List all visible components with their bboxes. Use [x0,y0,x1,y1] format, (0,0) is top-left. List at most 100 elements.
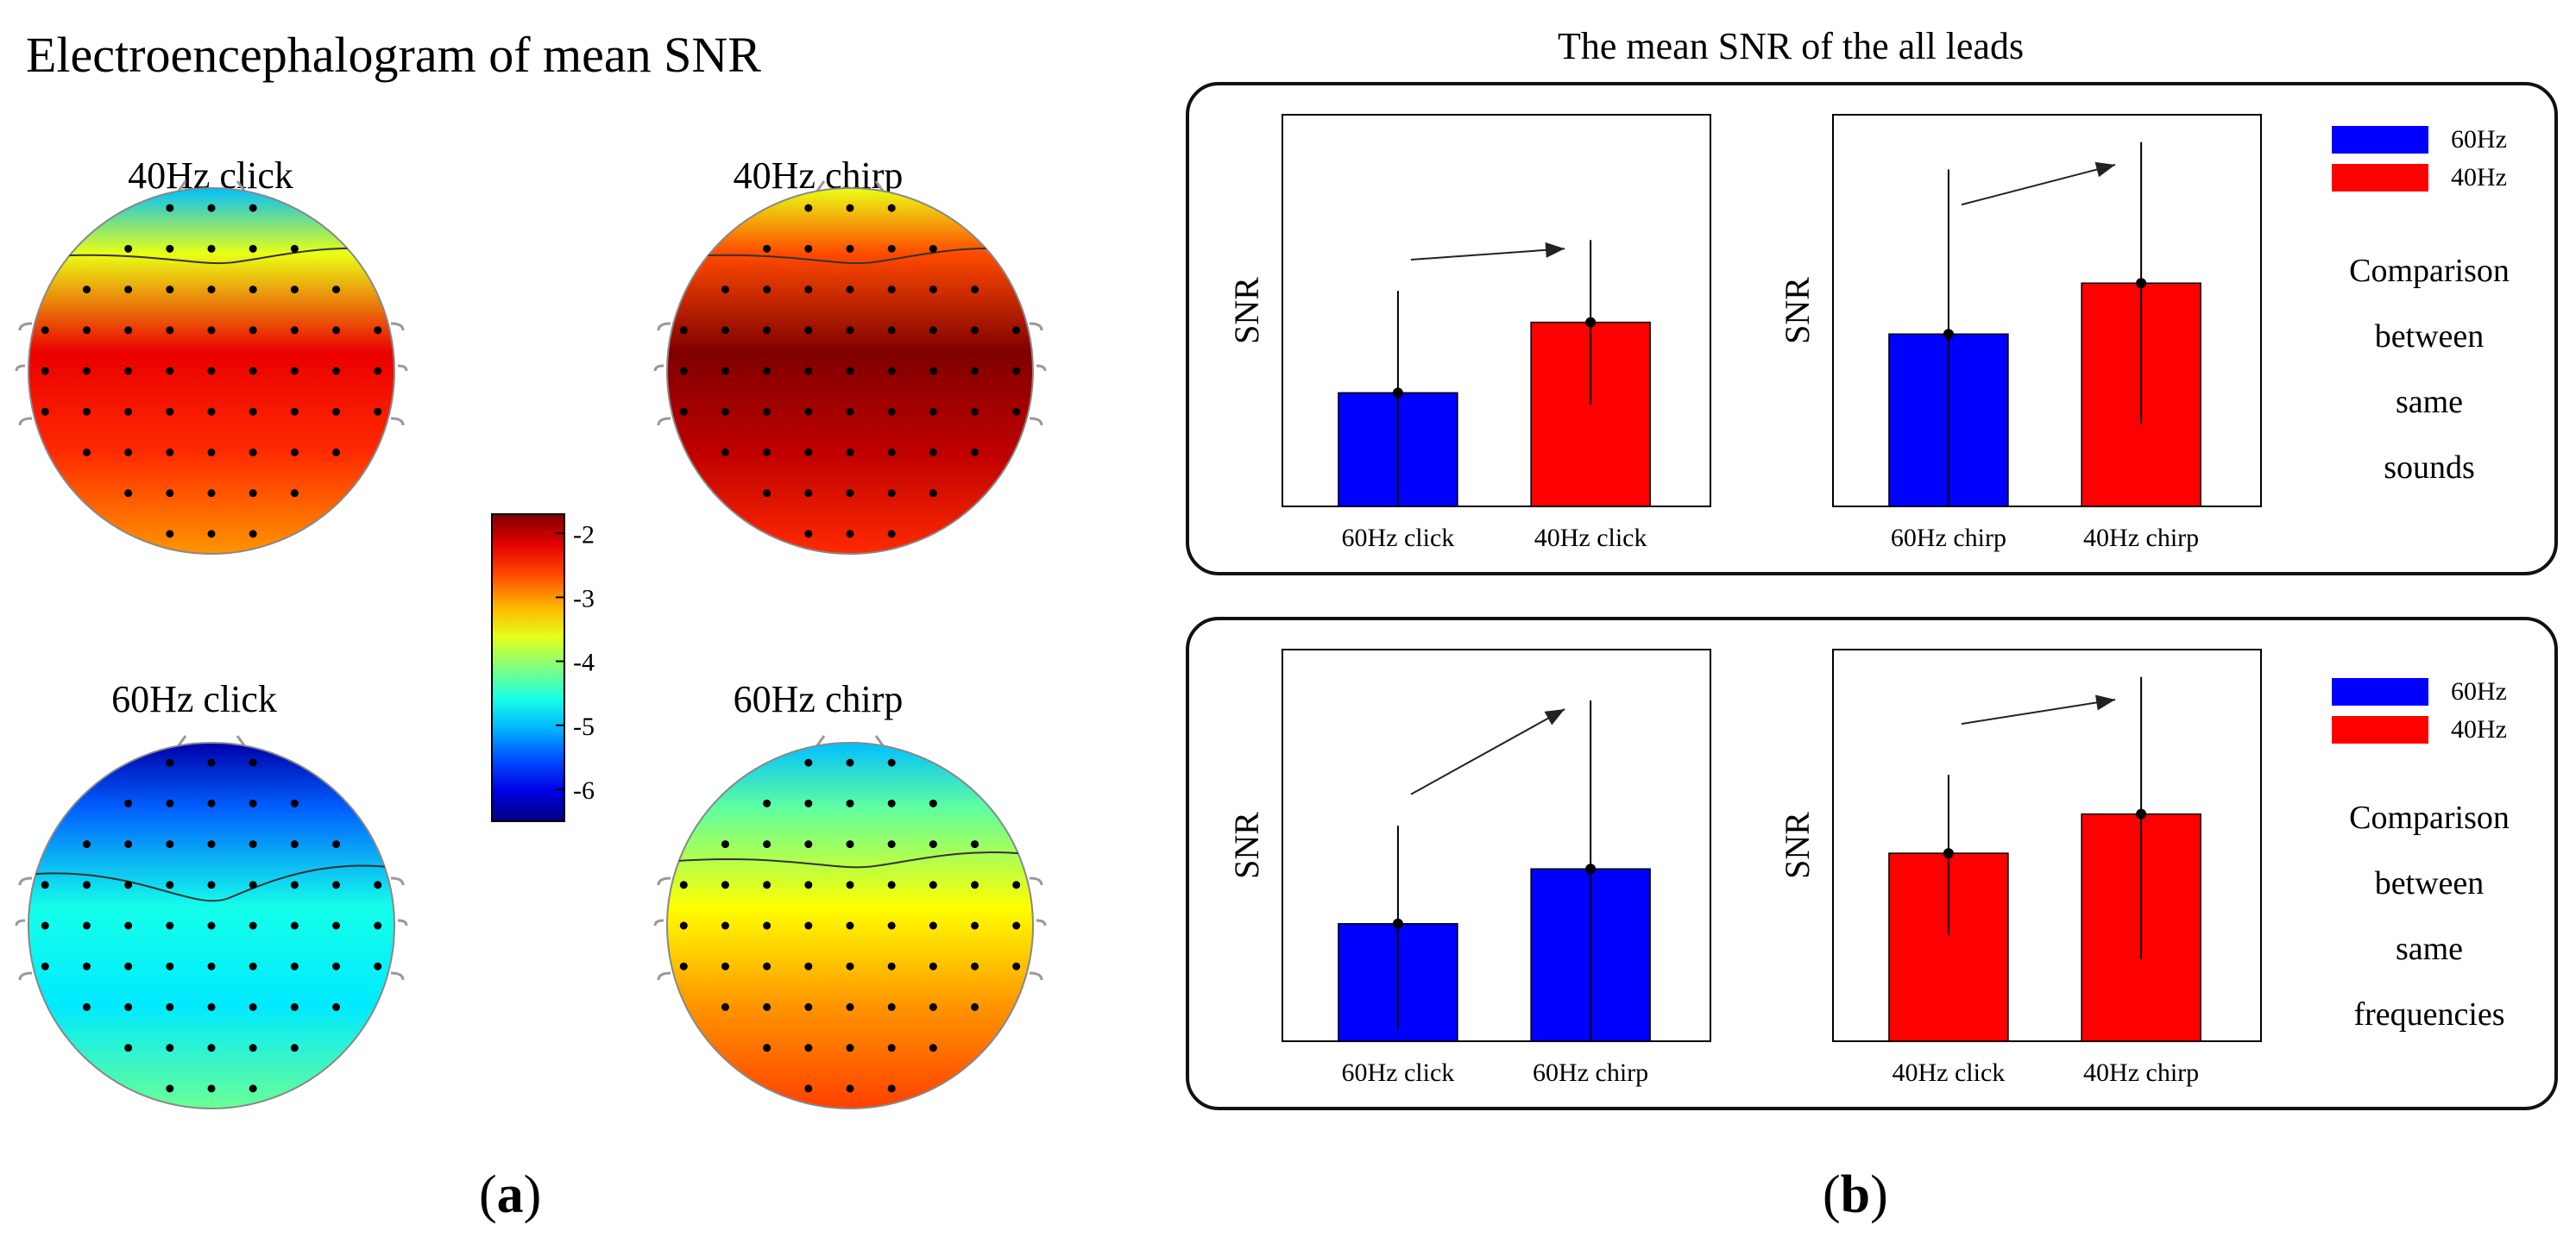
electrode-dot [332,962,341,970]
electrode-dot [166,204,174,212]
x-tick-label: 60Hz chirp [1533,1058,1648,1087]
right-ear-mark [1029,322,1047,426]
left-ear-mark [653,876,671,981]
electrode-dot [679,407,688,416]
electrode-dot [82,962,91,970]
electrode-dot [929,448,937,456]
topomap-figure: -2 -3 -4 -5 -6 [15,180,1047,1109]
electrode-dot [971,448,979,456]
electrode-dot [846,840,854,849]
electrode-dot [929,799,937,807]
electrode-dot [971,326,979,335]
electrode-dot [290,367,299,375]
legend-swatch-60hz [2332,126,2428,154]
electrode-dot [249,758,257,767]
electrode-dot [804,799,813,807]
electrode-dot [971,962,979,970]
electrode-dot [804,758,813,767]
electrode-dot [290,962,299,970]
electrode-dot [290,921,299,930]
electrode-dot [332,367,341,375]
electrode-dot [929,1044,937,1052]
electrode-dot [804,407,813,416]
electrode-dot [207,204,216,212]
electrode-dot [41,367,49,375]
electrode-dot [763,840,772,849]
electrode-dot [804,489,813,498]
electrode-dot [846,244,854,253]
head-label-60hz-chirp: 60Hz chirp [733,678,904,720]
electrode-dot [41,921,49,930]
electrode-dot [804,881,813,889]
electrode-dot [290,286,299,294]
mean-point [1392,918,1403,929]
electrode-dot [124,962,133,970]
electrode-dot [166,407,174,416]
electrode-dot [887,204,896,212]
electrode-dot [763,407,772,416]
trend-arrow-head [2094,161,2116,178]
electrode-dot [374,326,382,335]
electrode-dot [971,367,979,375]
electrode-dot [679,326,688,335]
electrode-dot [249,1084,257,1093]
electrodes [41,204,382,538]
electrode-dot [971,840,979,849]
electrode-dot [207,799,216,807]
electrode-dot [846,1002,854,1011]
electrode-dot [846,1084,854,1093]
electrode-dot [166,244,174,253]
electrode-dot [929,881,937,889]
electrode-dot [887,1002,896,1011]
electrode-dot [41,326,49,335]
electrode-dot [804,840,813,849]
electrode-dot [82,1002,91,1011]
group-box-same-sounds [1186,82,2558,575]
electrode-dot [721,367,729,375]
electrode-dot [1012,921,1021,930]
electrode-dot [166,326,174,335]
electrode-dot [804,448,813,456]
electrode-dot [249,407,257,416]
electrode-dot [290,1002,299,1011]
electrode-dot [166,881,174,889]
y-axis-label: SNR [1778,812,1817,879]
electrode-dot [82,921,91,930]
y-axis-label: SNR [1227,812,1266,879]
electrode-dot [332,286,341,294]
electrode-dot [971,881,979,889]
x-tick-label: 40Hz click [1893,1058,2006,1087]
electrode-dot [82,286,91,294]
electrode-dot [804,1084,813,1093]
electrode-dot [763,1002,772,1011]
electrode-dot [721,326,729,335]
legend-item-60hz: 60Hz [2332,677,2507,707]
mean-point [1943,329,1954,340]
left-ear-mark [653,322,671,426]
x-tick-label: 40Hz chirp [2083,524,2199,552]
electrodes [41,758,382,1093]
electrode-dot [207,921,216,930]
electrode-dot [804,244,813,253]
x-tick-label: 60Hz chirp [1891,524,2006,552]
electrode-dot [804,326,813,335]
electrode-dot [374,367,382,375]
right-ear-mark [1029,876,1047,981]
colorbar-gradient [491,513,565,822]
colorbar-tick-label: -5 [573,713,595,741]
legend-item-40hz: 40Hz [2332,163,2507,192]
colorbar-tick-label: -4 [573,649,595,677]
electrode-dot [207,407,216,416]
contour-line [667,851,1033,869]
head-label-60hz-click: 60Hz click [111,678,277,720]
legend-item-60hz: 60Hz [2332,125,2507,154]
electrode-dot [207,489,216,498]
electrode-dot [290,489,299,498]
electrode-dot [166,530,174,538]
left-ear-mark [15,322,33,426]
legend-swatch-60hz [2332,678,2428,706]
trend-arrow-head [2094,694,2116,711]
electrode-dot [207,758,216,767]
electrode-dot [166,448,174,456]
electrode-dot [249,489,257,498]
